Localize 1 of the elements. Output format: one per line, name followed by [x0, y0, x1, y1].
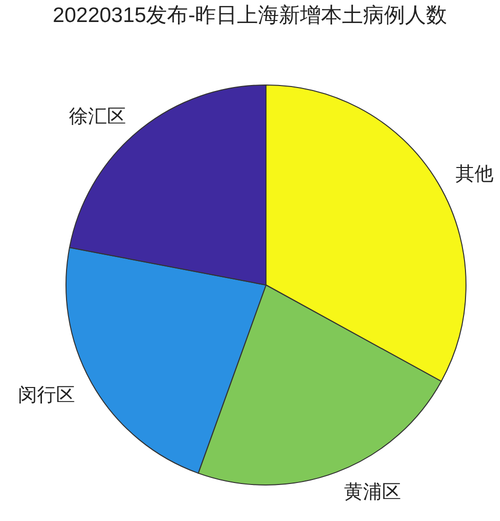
title: 20220315发布-昨日上海新增本土病例人数 — [52, 4, 448, 27]
